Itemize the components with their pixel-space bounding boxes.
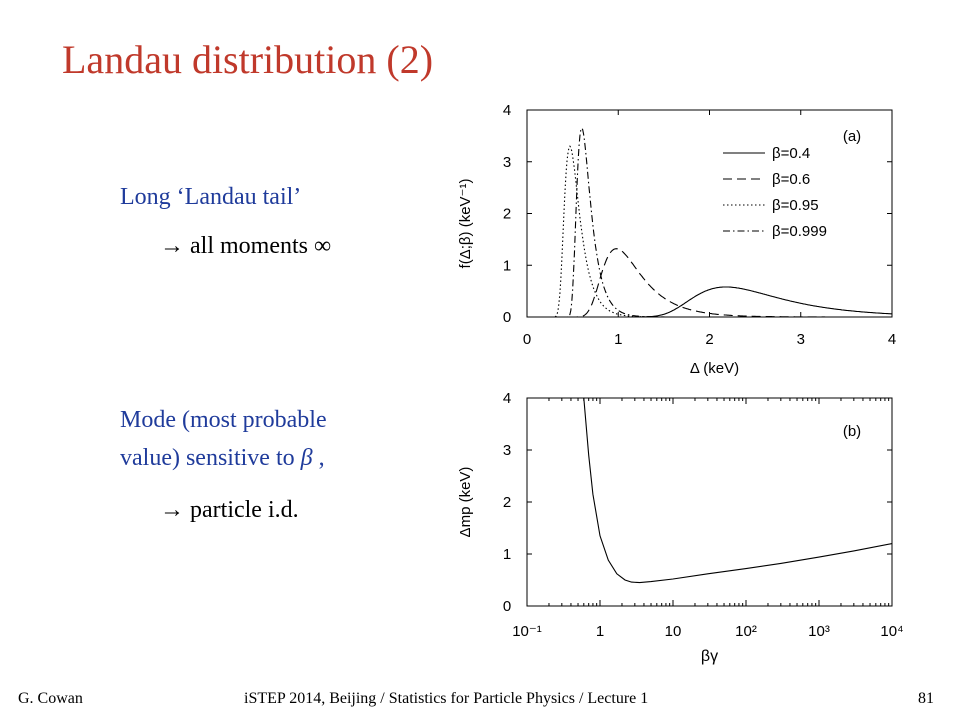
panel-a-label: (a) xyxy=(843,128,861,145)
bullet-mode-line1: Mode (most probable xyxy=(120,407,327,433)
panel-b-frame xyxy=(526,397,893,607)
panel-b-series-line xyxy=(583,397,893,584)
panel-b-xtick-label: 10 xyxy=(665,623,682,640)
bullet-all-moments: → all moments ∞ xyxy=(160,233,332,259)
panel-a-xlabel: Δ (keV) xyxy=(690,360,739,377)
panel-b-ytick-label: 2 xyxy=(503,494,511,511)
panel-a-ytick-label: 4 xyxy=(503,102,511,119)
panel-a-xtick-label: 2 xyxy=(705,331,713,348)
panel-a-xtick-label: 3 xyxy=(797,331,805,348)
panel-a-legend-label: β=0.6 xyxy=(772,171,810,188)
panel-a-ytick-label: 1 xyxy=(503,257,511,274)
bullet-mode-text: value) sensitive to xyxy=(120,445,295,471)
slide-title: Landau distribution (2) xyxy=(62,37,434,82)
footer-page-number: 81 xyxy=(918,690,934,707)
panel-b-ytick-label: 1 xyxy=(503,546,511,563)
panel-a-series-line xyxy=(527,126,892,318)
footer-course: iSTEP 2014, Beijing / Statistics for Par… xyxy=(244,690,649,707)
panel-b-xtick-label: 1 xyxy=(596,623,604,640)
panel-b-ylabel: Δmp (keV) xyxy=(457,467,474,538)
panel-a-xtick-label: 4 xyxy=(888,331,896,348)
panel-b-ytick-label: 4 xyxy=(503,390,511,407)
panel-a-ytick-label: 2 xyxy=(503,206,511,223)
panel-a-series-line xyxy=(527,286,893,318)
panel-b-xtick-label: 10⁻¹ xyxy=(512,623,542,640)
bullet-mode-comma: , xyxy=(312,445,325,471)
panel-a-legend-label: β=0.95 xyxy=(772,197,819,214)
panel-a-series-line xyxy=(527,248,892,318)
panel-b-label: (b) xyxy=(843,423,861,440)
panel-b-xtick-label: 10² xyxy=(735,623,757,640)
panel-b-ytick-label: 3 xyxy=(503,442,511,459)
panel-a-ytick-label: 0 xyxy=(503,309,511,326)
panel-b-ytick-label: 0 xyxy=(503,598,511,615)
panel-b-xtick-label: 10⁴ xyxy=(880,623,903,640)
bullet-mode-line2: value) sensitive to β , xyxy=(120,445,325,472)
panel-a-legend-label: β=0.999 xyxy=(772,223,827,240)
panel-b-xtick-label: 10³ xyxy=(808,623,830,640)
panel-a-ytick-label: 3 xyxy=(503,154,511,171)
panel-a-frame xyxy=(526,109,893,318)
footer-author: G. Cowan xyxy=(18,690,83,707)
panel-a-xtick-label: 1 xyxy=(614,331,622,348)
panel-a-ylabel: f(Δ;β) (keV⁻¹) xyxy=(457,179,474,269)
beta-symbol: β xyxy=(300,445,313,471)
panel-a-xtick-label: 0 xyxy=(523,331,531,348)
bullet-landau-tail: Long ‘Landau tail’ xyxy=(120,184,302,210)
panel-b-xlabel: βγ xyxy=(701,648,718,665)
panel-a-series-line xyxy=(527,145,892,318)
panel-a-legend-label: β=0.4 xyxy=(772,145,810,162)
bullet-particle-id: → particle i.d. xyxy=(160,497,299,523)
